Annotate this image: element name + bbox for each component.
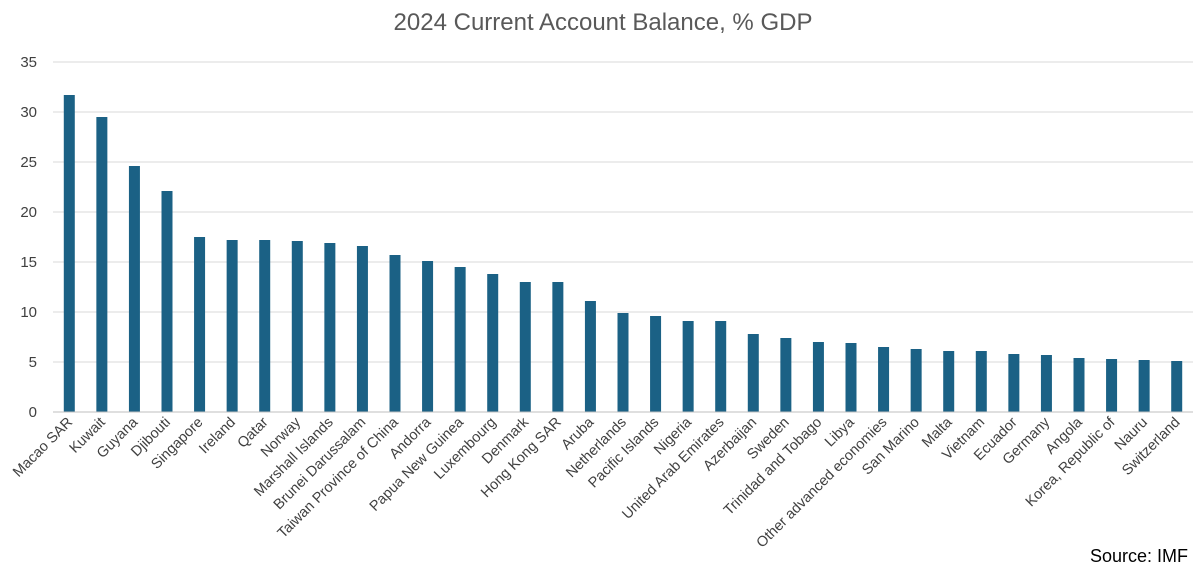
x-category-label: Macao SAR (10, 415, 76, 481)
bar (650, 316, 662, 412)
bar (487, 274, 499, 412)
bar (128, 166, 140, 412)
bar (943, 351, 955, 412)
bar (1171, 361, 1183, 412)
bar (878, 347, 890, 412)
bar (1008, 354, 1020, 412)
y-tick-label: 35 (20, 54, 37, 71)
bar (715, 321, 727, 412)
y-tick-label: 5 (29, 354, 37, 371)
y-axis-ticks: 0 5 10 15 20 25 30 35 (20, 54, 37, 421)
bar (975, 351, 987, 412)
bar (584, 301, 596, 412)
bar (519, 282, 531, 412)
bars (63, 95, 1183, 412)
bar (1040, 355, 1052, 412)
bar (1073, 358, 1085, 412)
bar (454, 267, 466, 412)
bar (910, 349, 922, 412)
source-note: Source: IMF (1090, 546, 1188, 566)
bar (1138, 360, 1150, 412)
bar (63, 95, 75, 412)
bar (780, 338, 792, 412)
bar (259, 240, 271, 412)
y-tick-label: 25 (20, 154, 37, 171)
bar (291, 241, 303, 412)
bar (812, 342, 824, 412)
y-tick-label: 10 (20, 304, 37, 321)
chart-title: 2024 Current Account Balance, % GDP (394, 9, 813, 36)
bar (552, 282, 564, 412)
y-tick-label: 0 (29, 404, 37, 421)
x-axis-category-labels: Macao SARKuwaitGuyanaDjiboutiSingaporeIr… (10, 414, 1183, 551)
gridlines (53, 61, 1193, 363)
bar (1106, 359, 1118, 412)
bar (747, 334, 759, 412)
bar (845, 343, 857, 412)
bar (356, 246, 368, 412)
y-tick-label: 15 (20, 254, 37, 271)
bar (617, 313, 629, 412)
bar (682, 321, 694, 412)
bar (324, 243, 336, 412)
y-tick-label: 20 (20, 204, 37, 221)
bar (96, 117, 108, 412)
bar (389, 255, 401, 412)
bar (194, 237, 206, 412)
x-category-label: Ireland (196, 415, 239, 458)
y-tick-label: 30 (20, 104, 37, 121)
bar (161, 191, 173, 412)
bar (226, 240, 238, 412)
bar (422, 261, 434, 412)
